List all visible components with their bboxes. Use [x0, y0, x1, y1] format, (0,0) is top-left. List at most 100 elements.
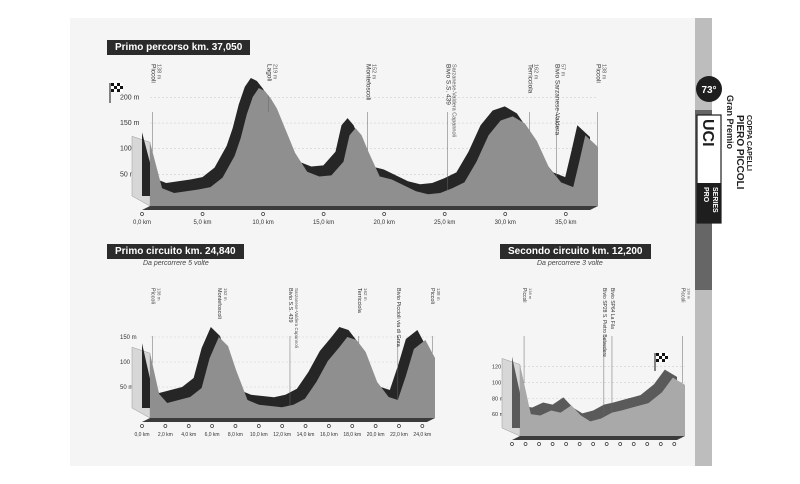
landmark-sub: 219 m — [271, 64, 277, 80]
x-tick-label: 14,0 km — [297, 432, 315, 438]
x-tick-label: 20,0 km — [373, 220, 394, 226]
x-tick-label: 30,0 km — [495, 220, 516, 226]
x-tick-marker — [420, 424, 425, 428]
y-tick-label: 100 m — [120, 360, 137, 366]
checkered-flag-icon — [109, 83, 123, 103]
landmark-name: Terricciola — [356, 288, 362, 314]
x-tick-label: 15,0 km — [313, 220, 334, 226]
flag-square — [662, 359, 665, 362]
x-tick-label: 10,0 km — [250, 432, 268, 438]
y-tick-label: 150 m — [120, 120, 140, 127]
landmark-label-group: Piccoli 138 m — [149, 64, 161, 83]
profile-base — [142, 206, 598, 210]
landmark-label-group: Montefoscoli 152 m — [365, 64, 377, 101]
landmark-sub: 138 m — [155, 64, 161, 80]
landmark-sub: 162 m — [363, 288, 368, 301]
x-tick-label: 5,0 km — [194, 220, 212, 226]
x-tick-marker — [672, 442, 677, 446]
logo-name-line1: Gran Premio — [725, 95, 735, 150]
flag-square — [117, 89, 120, 92]
x-tick-marker — [200, 212, 205, 216]
landmark-label-group: Bivio S.S. 439 Sarzanese-Valdera Capannol… — [444, 64, 456, 137]
x-tick-marker — [537, 442, 541, 446]
x-tick-label: 10,0 km — [252, 220, 273, 226]
x-tick-label: 0,0 km — [133, 220, 151, 226]
x-tick-marker — [256, 424, 261, 428]
landmark-name: Bivio SP64 La Fila — [609, 288, 615, 329]
flag-square — [659, 356, 662, 359]
elevation-chart-primo-circuito: 50 m 100 m 150 m 0,0 km 2,0 km 4,0 km 6,0 km 8,… — [120, 288, 441, 438]
landmark-label-group: Bivio Piccioli via di Gnra — [395, 288, 401, 348]
x-tick-marker — [604, 442, 609, 446]
y-tick-label: 120 m — [492, 365, 508, 371]
x-tick-label: 6,0 km — [205, 432, 220, 438]
x-tick-label: 18,0 km — [343, 432, 361, 438]
series-text-2: SERIES — [711, 187, 718, 213]
x-tick-marker — [373, 424, 378, 428]
flag-square — [665, 356, 668, 359]
race-logo: 73° Gran Premio PIERO PICCOLI COPPA CAPE… — [696, 76, 752, 224]
landmark-label-group: Montefoscoli 152 m — [216, 288, 228, 319]
x-tick-marker — [658, 442, 663, 446]
x-tick-marker — [442, 212, 447, 216]
landmark-sub: 152 m — [371, 64, 377, 80]
y-tick-label: 60 m — [492, 412, 505, 418]
flag-square — [662, 356, 665, 359]
profile-base — [512, 436, 685, 440]
x-tick-label: 25,0 km — [434, 220, 455, 226]
landmark-label-group: Bivio SP64 La Fila — [609, 288, 615, 329]
x-tick-marker — [563, 212, 568, 216]
flag-square — [111, 86, 114, 89]
x-tick-marker — [233, 424, 238, 428]
landmark-sub: 162 m — [533, 64, 539, 80]
profile-front-surface — [520, 364, 685, 436]
landmark-label-group: Piccoli 138 m — [521, 288, 533, 302]
landmark-name: Piccoli — [521, 288, 527, 302]
profile-front-surface — [150, 88, 598, 206]
x-tick-marker — [591, 442, 595, 446]
y-tick-label: 100 m — [120, 146, 140, 153]
flag-square — [120, 83, 123, 86]
landmark-sub: 138 m — [528, 288, 533, 300]
landmark-name: Lagoli — [265, 64, 272, 81]
flag-square — [665, 359, 668, 362]
x-tick-marker — [631, 442, 636, 446]
landmark-name: Montefoscoli — [365, 64, 372, 101]
landmark-name: Piccoli — [149, 64, 156, 83]
profile-title-primo-percorso: Primo percorso km. 37,050 — [107, 40, 251, 55]
x-tick-marker — [577, 442, 582, 446]
flag-square — [659, 359, 662, 362]
flag-square — [114, 89, 117, 92]
x-tick-label: 22,0 km — [390, 432, 408, 438]
flag-square — [656, 359, 659, 362]
x-tick-marker — [261, 212, 265, 216]
y-tick-label: 80 m — [492, 396, 505, 402]
profile-title-secondo-circuito: Secondo circuito km. 12,200 — [500, 244, 651, 259]
x-tick-label: 0,0 km — [134, 432, 149, 438]
landmark-label-group: Piccoli 138 m — [594, 64, 606, 83]
landmark-name: Bivio Piccioli via di Gnra — [395, 288, 401, 348]
landmark-sub: 138 m — [156, 288, 161, 301]
flag-square — [659, 353, 662, 356]
x-tick-marker — [140, 212, 144, 216]
x-tick-marker — [321, 212, 326, 216]
flag-square — [656, 353, 659, 356]
landmark-name: Piccoli — [429, 288, 435, 304]
x-tick-label: 8,0 km — [228, 432, 243, 438]
landmark-label-group: Piccoli 138 m — [429, 288, 441, 304]
landmark-name: Piccoli — [594, 64, 601, 83]
x-tick-marker — [618, 442, 623, 446]
landmark-name: Bivio S.S. 439 — [287, 288, 293, 323]
logo-name-line3: COPPA CAPELLI — [745, 115, 752, 171]
x-tick-label: 4,0 km — [181, 432, 196, 438]
uci-text: UCI — [699, 119, 716, 147]
y-tick-label: 50 m — [120, 171, 136, 178]
x-tick-label: 16,0 km — [320, 432, 338, 438]
landmark-name: Montefoscoli — [216, 288, 222, 319]
flag-square — [114, 86, 117, 89]
landmark-sub: 57 m — [559, 64, 565, 77]
landmark-sub: 138 m — [686, 288, 691, 300]
flag-square — [111, 83, 114, 86]
profile-subtitle-primo-circuito: Da percorrere 5 volte — [143, 260, 209, 267]
